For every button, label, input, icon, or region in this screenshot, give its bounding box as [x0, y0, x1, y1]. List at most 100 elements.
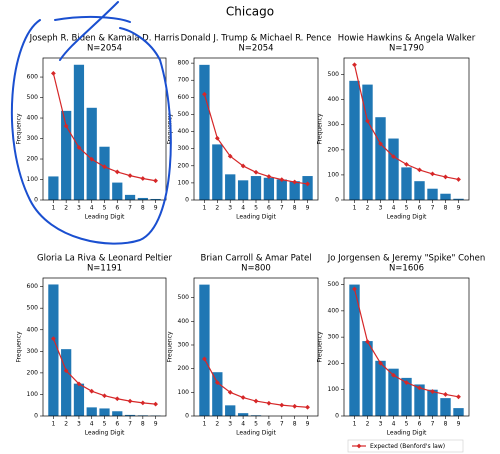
x-tick-label: 5: [254, 421, 258, 428]
expected-marker: [214, 380, 220, 386]
bar: [349, 80, 360, 200]
x-tick-label: 1: [353, 205, 357, 212]
bar: [48, 176, 59, 200]
bar: [199, 284, 210, 416]
expected-marker: [76, 381, 82, 387]
subplot-title: Gloria La Riva & Leonard Peltier: [37, 254, 172, 264]
y-tick-label: 600: [178, 94, 190, 101]
x-tick-label: 3: [228, 421, 232, 428]
bar: [289, 181, 300, 200]
subplot-subtitle: N=2054: [238, 44, 273, 54]
x-tick-label: 9: [306, 205, 310, 212]
bar: [349, 284, 360, 416]
expected-marker: [378, 141, 383, 147]
expected-marker: [266, 174, 272, 179]
x-tick-label: 4: [241, 205, 245, 212]
bar: [453, 408, 464, 416]
bar: [250, 176, 262, 200]
x-axis-label: Leading Digit: [236, 430, 276, 437]
y-tick-label: 0: [185, 413, 189, 420]
x-axis-label: Leading Digit: [85, 430, 125, 437]
expected-marker: [202, 91, 207, 97]
y-tick-label: 500: [328, 281, 340, 288]
bar: [137, 197, 148, 200]
bar: [212, 144, 223, 200]
y-tick-label: 600: [27, 74, 39, 81]
y-tick-label: 400: [328, 307, 340, 314]
expected-marker: [127, 173, 133, 179]
axes-frame: [42, 277, 167, 417]
y-tick-label: 300: [328, 334, 340, 341]
expected-marker: [102, 393, 107, 399]
y-tick-label: 400: [178, 128, 190, 135]
x-tick-label: 2: [215, 205, 219, 212]
y-tick-label: 0: [335, 413, 339, 420]
expected-marker: [430, 171, 435, 177]
expected-marker: [391, 372, 396, 378]
expected-marker: [89, 388, 95, 394]
bar: [388, 368, 399, 416]
expected-marker: [305, 181, 310, 187]
x-tick-label: 8: [141, 421, 145, 428]
expected-marker: [114, 396, 120, 402]
bar: [61, 110, 72, 200]
x-tick-label: 3: [77, 205, 81, 212]
x-tick-label: 1: [353, 421, 357, 428]
expected-marker: [443, 392, 448, 397]
x-tick-label: 4: [392, 421, 396, 428]
expected-marker: [127, 398, 133, 404]
subplot-subtitle: N=1606: [389, 264, 424, 274]
y-tick-label: 0: [34, 197, 38, 204]
axes-frame: [193, 277, 319, 417]
expected-marker: [114, 169, 120, 175]
expected-marker: [240, 163, 246, 169]
y-tick-label: 800: [178, 60, 190, 67]
expected-marker: [266, 400, 272, 406]
y-tick-label: 200: [27, 156, 39, 163]
expected-marker: [227, 153, 233, 159]
bar: [401, 377, 412, 416]
bar: [124, 414, 136, 416]
y-tick-label: 0: [335, 197, 339, 204]
expected-marker: [404, 380, 409, 386]
bar: [237, 180, 249, 200]
expected-marker: [63, 123, 69, 129]
expected-marker: [365, 339, 370, 345]
x-tick-label: 6: [418, 205, 422, 212]
legend-label: Expected (Benford's law): [370, 443, 445, 450]
y-tick-label: 500: [27, 305, 39, 312]
y-tick-label: 200: [328, 146, 340, 153]
subplot-title: Howie Hawkins & Angela Walker: [338, 34, 476, 44]
x-tick-label: 7: [128, 421, 132, 428]
bar: [199, 64, 210, 200]
x-axis-label: Leading Digit: [85, 214, 125, 221]
expected-marker: [305, 404, 310, 410]
bar: [225, 405, 236, 416]
x-tick-label: 2: [366, 421, 370, 428]
axes-frame: [42, 57, 167, 201]
expected-marker: [50, 336, 56, 341]
x-axis-label: Leading Digit: [387, 430, 427, 437]
legend-box: [347, 439, 464, 453]
y-tick-label: 400: [27, 115, 39, 122]
x-tick-label: 4: [392, 205, 396, 212]
bar: [212, 372, 223, 416]
expected-marker: [391, 154, 396, 159]
bar: [86, 107, 97, 200]
bar: [263, 177, 275, 200]
x-tick-label: 4: [90, 205, 94, 212]
axes-frame: [343, 277, 470, 417]
x-tick-label: 2: [366, 205, 370, 212]
x-axis-label: Leading Digit: [387, 214, 427, 221]
bar: [124, 194, 136, 200]
x-tick-label: 4: [90, 421, 94, 428]
y-tick-label: 500: [178, 111, 190, 118]
x-tick-label: 7: [280, 205, 284, 212]
expected-marker: [214, 135, 220, 141]
bar: [414, 181, 425, 200]
bar: [362, 84, 373, 200]
x-tick-label: 6: [418, 421, 422, 428]
bar: [150, 198, 161, 200]
